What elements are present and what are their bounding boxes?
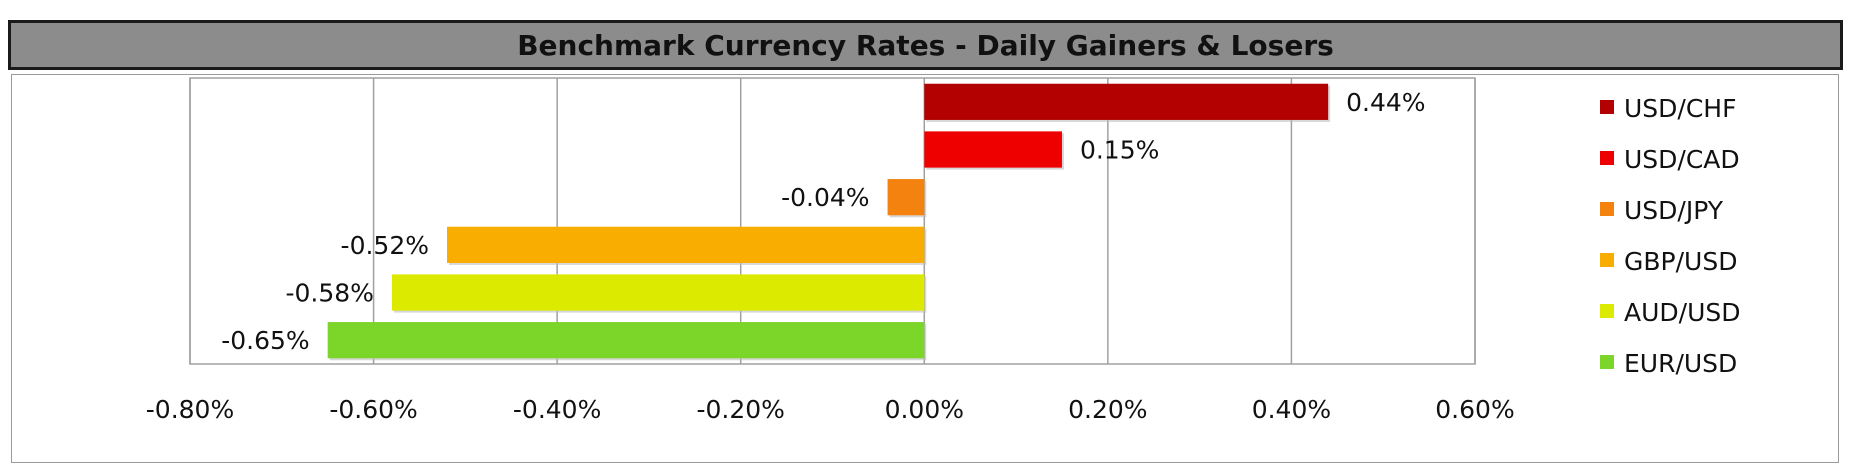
bar-usd-chf [924,83,1329,120]
legend-swatch [1600,355,1614,369]
x-axis-ticks: -0.80% -0.60% -0.40% -0.20% 0.00% 0.20% 0.40% 0… [146,395,1515,424]
bar-eur-usd [327,322,925,359]
legend-label: USD/CAD [1624,145,1740,174]
legend-label: AUD/USD [1624,298,1741,327]
legend-swatch [1600,100,1614,114]
x-tick-label: 0.00% [885,395,964,424]
chart-title: Benchmark Currency Rates - Daily Gainers… [517,28,1334,62]
data-label: 0.44% [1346,88,1425,117]
legend-swatch [1600,253,1614,267]
x-tick-label: 0.20% [1068,395,1147,424]
legend-label: GBP/USD [1624,247,1737,276]
x-tick-label: -0.20% [696,395,784,424]
data-label: -0.58% [285,279,373,308]
legend-swatch [1600,151,1614,165]
legend-swatch [1600,202,1614,216]
legend-label: USD/CHF [1624,94,1736,123]
bar-usd-jpy [887,179,925,216]
bar-usd-cad [924,131,1062,168]
x-tick-label: -0.80% [146,395,234,424]
grid-lines [189,77,1476,365]
legend-swatch [1600,304,1614,318]
bars [327,83,1331,361]
legend-label: EUR/USD [1624,349,1737,378]
data-label: -0.52% [341,231,429,260]
data-label: -0.04% [781,183,869,212]
x-tick-label: 0.40% [1252,395,1331,424]
chart-title-bar: Benchmark Currency Rates - Daily Gainers… [8,20,1843,70]
bar-aud-usd [391,274,925,311]
data-labels: 0.44% 0.15% -0.04% -0.52% -0.58% -0.65% [221,88,1425,355]
legend-label: USD/JPY [1624,196,1724,225]
x-tick-label: -0.60% [329,395,417,424]
x-tick-label: -0.40% [513,395,601,424]
legend: USD/CHF USD/CAD USD/JPY GBP/USD AUD/USD EUR/U… [1600,94,1741,378]
bar-gbp-usd [447,226,925,263]
x-tick-label: 0.60% [1435,395,1514,424]
data-label: 0.15% [1080,136,1159,165]
data-label: -0.65% [221,326,309,355]
